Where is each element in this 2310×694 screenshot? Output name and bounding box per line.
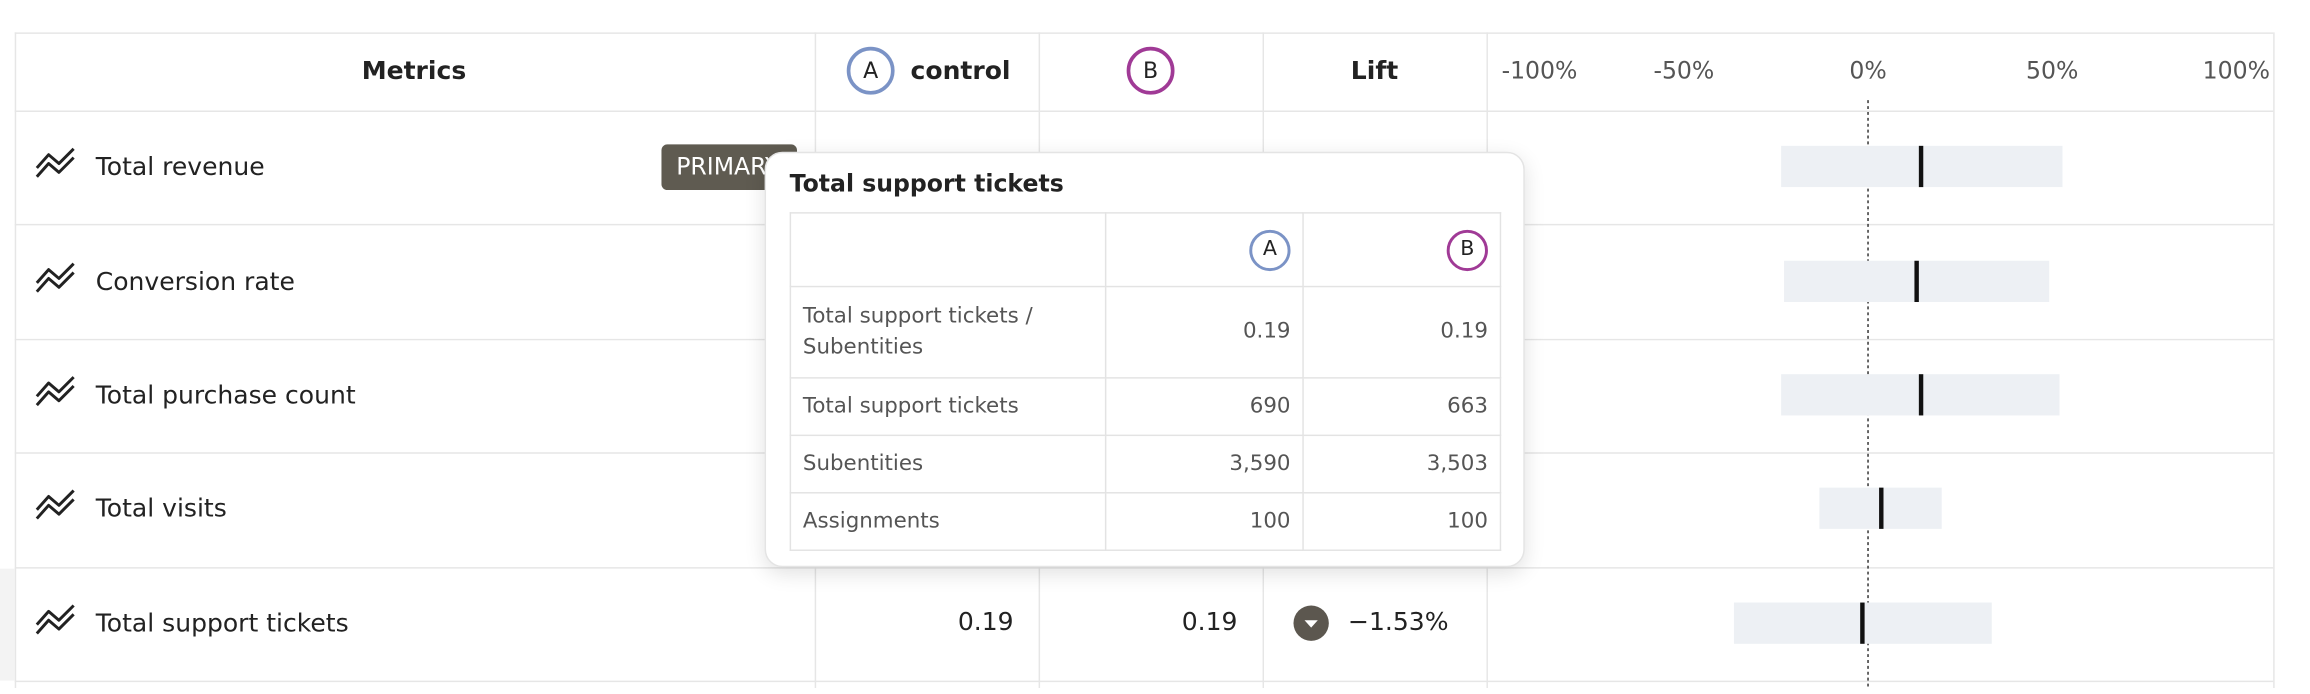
badge-a: A — [1249, 229, 1291, 271]
metric-icon — [35, 604, 75, 635]
tooltip-row: Total support tickets 690 663 — [789, 377, 1502, 437]
primary-badge-text: PRIMARY — [676, 152, 780, 180]
tooltip-value: 690 — [1104, 377, 1304, 437]
tooltip-value: 100 — [1302, 492, 1502, 551]
variant-b-value: 0.19 — [1182, 607, 1238, 636]
tooltip-label: Subentities — [789, 434, 1107, 494]
variant-a-circle — [846, 46, 895, 95]
point-estimate — [1879, 487, 1884, 529]
metric-name: Conversion rate — [96, 267, 295, 296]
tooltip-header-b: B — [1302, 212, 1502, 288]
tooltip-header-a: A — [1104, 212, 1304, 288]
header-metrics: Metrics — [362, 56, 467, 85]
header-lift: Lift — [1351, 56, 1398, 85]
lift-arrow — [1304, 620, 1318, 628]
variant-a-name: control — [911, 56, 1011, 85]
tooltip-value: 100 — [1104, 492, 1304, 551]
tooltip-value: 0.19 — [1104, 285, 1304, 379]
metric-name: Total support tickets — [95, 609, 349, 638]
tooltip-row: Assignments 100 100 — [789, 492, 1502, 551]
x-tick-label: 50% — [2026, 57, 2078, 85]
x-tick-label: -50% — [1653, 57, 1714, 85]
tooltip-table: A B Total support tickets / Subentities 0… — [789, 212, 1502, 551]
badge-b: B — [1446, 229, 1488, 271]
variant-b-badge: B — [1143, 58, 1158, 84]
point-estimate — [1860, 602, 1865, 644]
metric-name: Total revenue — [95, 152, 265, 181]
tooltip-row: Subentities 3,590 3,503 — [789, 434, 1502, 494]
x-tick-label: 0% — [1849, 57, 1886, 85]
metric-name: Total visits — [95, 494, 227, 523]
tooltip-value: 3,503 — [1302, 434, 1502, 494]
variant-b-circle — [1126, 46, 1175, 95]
primary-badge[interactable]: PRIMARY — [661, 144, 798, 191]
control-value: 0.19 — [958, 607, 1014, 636]
tooltip-value: 663 — [1302, 377, 1502, 437]
metric-icon — [35, 489, 75, 520]
tooltip-header-empty — [789, 212, 1107, 288]
metric-icon — [35, 376, 75, 407]
tooltip-value: 3,590 — [1104, 434, 1304, 494]
tooltip-value: 0.19 — [1302, 285, 1502, 379]
point-estimate — [1914, 260, 1919, 303]
point-estimate — [1918, 145, 1924, 188]
x-tick-label: 100% — [2203, 57, 2270, 85]
tooltip-label: Assignments — [789, 492, 1107, 551]
metric-icon — [35, 262, 75, 293]
variant-a-badge: A — [863, 58, 878, 84]
tooltip-label: Total support tickets / Subentities — [789, 285, 1107, 379]
tooltip: Total support tickets A B Total support … — [764, 151, 1525, 568]
metric-icon — [35, 147, 75, 178]
x-tick-label: -100% — [1502, 57, 1578, 85]
row-handle — [0, 568, 15, 681]
point-estimate — [1918, 374, 1924, 416]
tooltip-row: Total support tickets / Subentities 0.19 0… — [789, 285, 1502, 379]
tooltip-label: Total support tickets — [789, 377, 1107, 437]
tooltip-title: Total support tickets — [789, 169, 1064, 198]
tooltip-header-row: A B — [789, 212, 1502, 288]
lift-value: −1.53% — [1348, 607, 1449, 636]
primary-badge-bg — [661, 144, 798, 191]
metric-name: Total purchase count — [95, 380, 356, 409]
